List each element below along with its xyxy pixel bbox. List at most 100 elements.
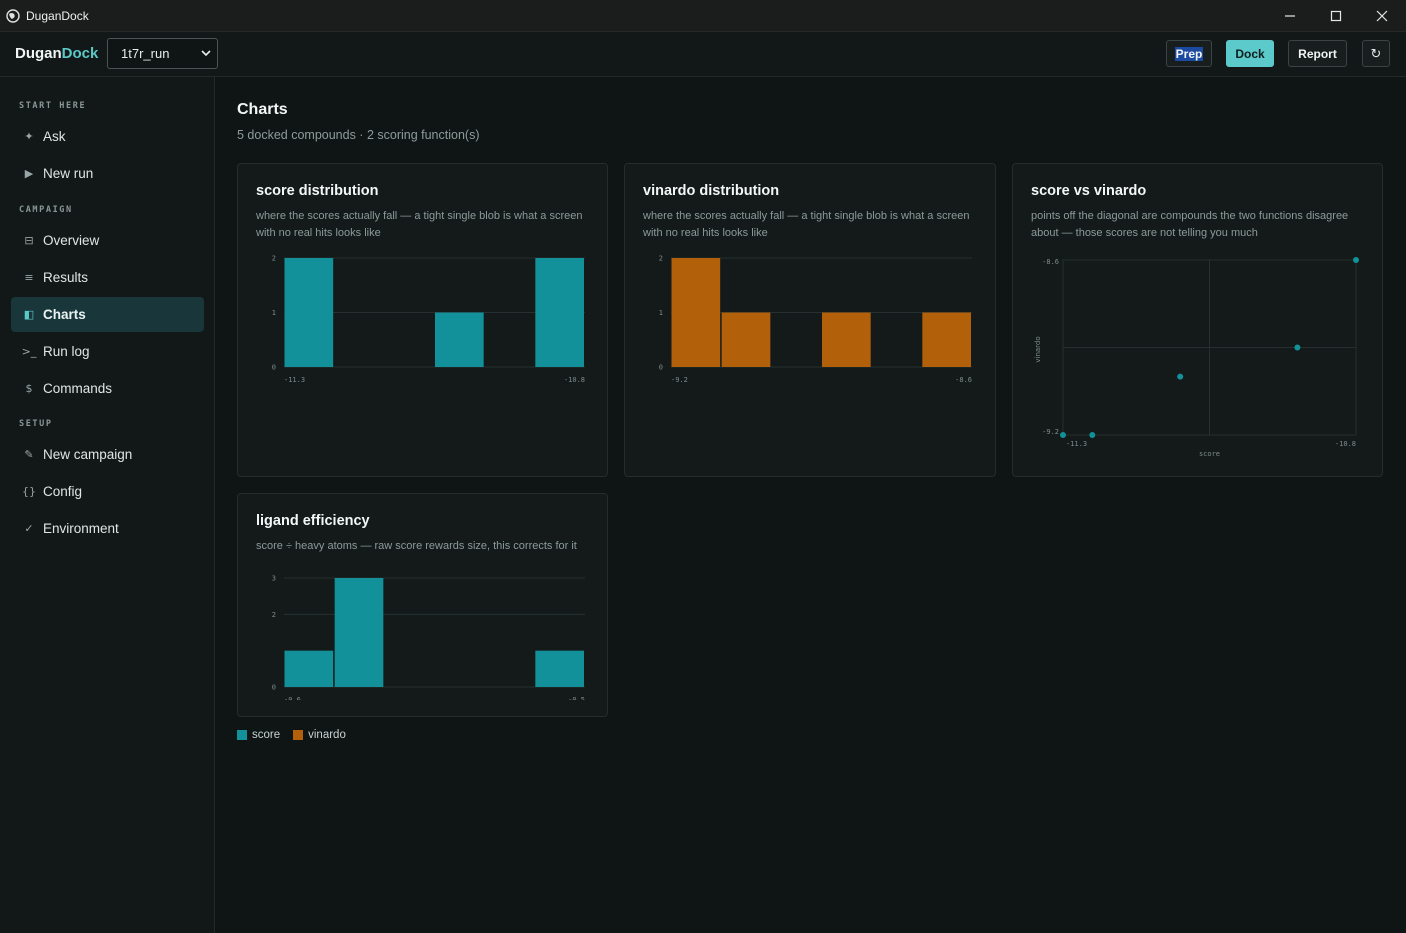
scatter-point bbox=[1089, 432, 1096, 438]
histogram-bar bbox=[822, 312, 871, 367]
x-tick-label: -11.3 bbox=[284, 376, 305, 384]
run-select-value: 1t7r_run bbox=[121, 46, 170, 61]
page-subtitle: 5 docked compounds · 2 scoring function(… bbox=[237, 128, 480, 142]
chart-title: score vs vinardo bbox=[1031, 183, 1147, 199]
y-tick-label: 2 bbox=[272, 255, 276, 263]
maximize-button[interactable] bbox=[1313, 0, 1359, 32]
brand-text-a: Dugan bbox=[15, 45, 62, 62]
histogram-bar bbox=[535, 258, 584, 367]
scatter-point bbox=[1294, 344, 1301, 351]
histogram-bar bbox=[334, 578, 384, 687]
histogram-bar bbox=[922, 312, 971, 367]
page-title: Charts bbox=[237, 101, 288, 118]
y-tick-label: 0 bbox=[659, 364, 663, 372]
score-histogram: 0 1 2 -11.3 -10.8 bbox=[272, 255, 585, 384]
legend-item-vinardo: vinardo bbox=[293, 729, 346, 741]
terminal-icon: >_ bbox=[21, 345, 37, 358]
chart-card-ligand-efficiency: ligand efficiency score ÷ heavy atoms — … bbox=[237, 493, 608, 717]
histogram-bar bbox=[671, 258, 721, 367]
y-tick-label: 2 bbox=[659, 255, 663, 263]
sidebar-item-run-log[interactable]: >_ Run log bbox=[11, 334, 204, 369]
score-vs-vinardo-scatter: -8.6 -9.2 -11.3 -10.8 score vinardo bbox=[1034, 257, 1359, 458]
minimize-icon bbox=[1285, 15, 1295, 17]
window-title: DuganDock bbox=[26, 8, 89, 23]
histogram-bar bbox=[435, 312, 484, 367]
histogram-bar bbox=[721, 312, 771, 367]
list-icon: ≡ bbox=[24, 271, 34, 284]
chart-description: where the scores actually fall — a tight… bbox=[643, 210, 970, 239]
chart-card-vinardo-distribution: vinardo distribution where the scores ac… bbox=[624, 163, 996, 477]
x-tick-label: -10.8 bbox=[564, 376, 585, 384]
sidebar-item-charts[interactable]: ◧ Charts bbox=[11, 297, 204, 332]
dollar-icon: $ bbox=[25, 382, 33, 395]
x-tick-label: -0.5 bbox=[568, 696, 585, 700]
report-button[interactable]: Report bbox=[1288, 40, 1347, 67]
sidebar-item-ask[interactable]: ✦ Ask bbox=[11, 119, 204, 154]
sidebar-item-results[interactable]: ≡ Results bbox=[11, 260, 204, 295]
scatter-point bbox=[1353, 257, 1359, 263]
refresh-icon: ↻ bbox=[1370, 45, 1382, 61]
braces-icon: {} bbox=[22, 485, 36, 498]
sidebar-item-label: Config bbox=[43, 484, 83, 499]
sidebar-item-environment[interactable]: ✓ Environment bbox=[11, 511, 204, 546]
x-tick-label: -9.2 bbox=[671, 376, 688, 384]
x-tick-label: -11.3 bbox=[1066, 440, 1087, 448]
y-tick-label: 1 bbox=[272, 309, 276, 317]
chevron-down-icon bbox=[201, 50, 211, 57]
chart-title: score distribution bbox=[256, 183, 379, 199]
y-tick-label: -9.2 bbox=[1042, 428, 1059, 436]
dock-button[interactable]: Dock bbox=[1226, 40, 1274, 67]
y-tick-label: -8.6 bbox=[1042, 258, 1059, 266]
scatter-point bbox=[1060, 432, 1066, 438]
brand-text-b: Dock bbox=[61, 45, 99, 62]
prep-button[interactable]: Prep bbox=[1166, 40, 1212, 67]
legend-item-score: score bbox=[237, 729, 280, 741]
sidebar-item-new-campaign[interactable]: ✎ New campaign bbox=[11, 437, 204, 472]
scatter-point bbox=[1177, 373, 1184, 380]
y-tick-label: 1 bbox=[659, 309, 663, 317]
sidebar-item-new-run[interactable]: ▶ New run bbox=[11, 156, 204, 191]
legend-label: vinardo bbox=[308, 729, 346, 741]
histogram-bar bbox=[284, 650, 334, 687]
refresh-button[interactable]: ↻ bbox=[1362, 40, 1390, 67]
chart-legend: score vinardo bbox=[237, 729, 359, 741]
maximize-icon bbox=[1330, 10, 1342, 22]
sidebar-item-label: Results bbox=[43, 270, 89, 285]
sidebar-item-label: Environment bbox=[43, 521, 119, 536]
sidebar-item-config[interactable]: {} Config bbox=[11, 474, 204, 509]
close-button[interactable] bbox=[1359, 0, 1405, 32]
charts-icon: ◧ bbox=[23, 308, 35, 321]
chart-description: score ÷ heavy atoms — raw score rewards … bbox=[256, 540, 577, 552]
sidebar-item-commands[interactable]: $ Commands bbox=[11, 371, 204, 406]
overview-icon: ⊟ bbox=[24, 234, 34, 247]
legend-swatch bbox=[237, 730, 247, 740]
vinardo-histogram: 0 1 2 -9.2 -8.6 bbox=[659, 255, 972, 384]
x-tick-label: -8.6 bbox=[955, 376, 972, 384]
minimize-button[interactable] bbox=[1267, 0, 1313, 32]
y-tick-label: 2 bbox=[272, 611, 276, 619]
sidebar-section-start-here: START HERE bbox=[19, 101, 87, 111]
prep-button-label: Prep bbox=[1174, 46, 1204, 61]
sidebar-item-label: Overview bbox=[43, 233, 100, 248]
histogram-bar bbox=[535, 650, 584, 687]
close-icon bbox=[1376, 10, 1388, 22]
window-titlebar: DuganDock bbox=[0, 0, 1406, 32]
sidebar: START HERE ✦ Ask ▶ New run CAMPAIGN ⊟ Overv… bbox=[0, 77, 215, 933]
app-header: DuganDock 1t7r_run Prep Dock Report ↻ bbox=[0, 32, 1406, 77]
sidebar-item-label: Charts bbox=[43, 307, 86, 322]
brand-logo: DuganDock bbox=[15, 45, 98, 62]
histogram-bar bbox=[284, 258, 334, 367]
sidebar-item-label: Ask bbox=[43, 129, 66, 144]
sidebar-section-campaign: CAMPAIGN bbox=[19, 205, 73, 215]
run-select[interactable]: 1t7r_run bbox=[107, 38, 218, 69]
sidebar-item-label: New run bbox=[43, 166, 94, 181]
pencil-icon: ✎ bbox=[24, 448, 34, 461]
sidebar-item-overview[interactable]: ⊟ Overview bbox=[11, 223, 204, 258]
chart-card-score-distribution: score distribution where the scores actu… bbox=[237, 163, 608, 477]
y-tick-label: 0 bbox=[272, 684, 276, 692]
ligand-efficiency-histogram: 0 2 3 -0.6 -0.5 bbox=[272, 575, 585, 700]
legend-label: score bbox=[252, 729, 281, 741]
legend-swatch bbox=[293, 730, 304, 740]
chart-description: points off the diagonal are compounds th… bbox=[1031, 210, 1349, 239]
x-tick-label: -10.8 bbox=[1335, 440, 1356, 448]
